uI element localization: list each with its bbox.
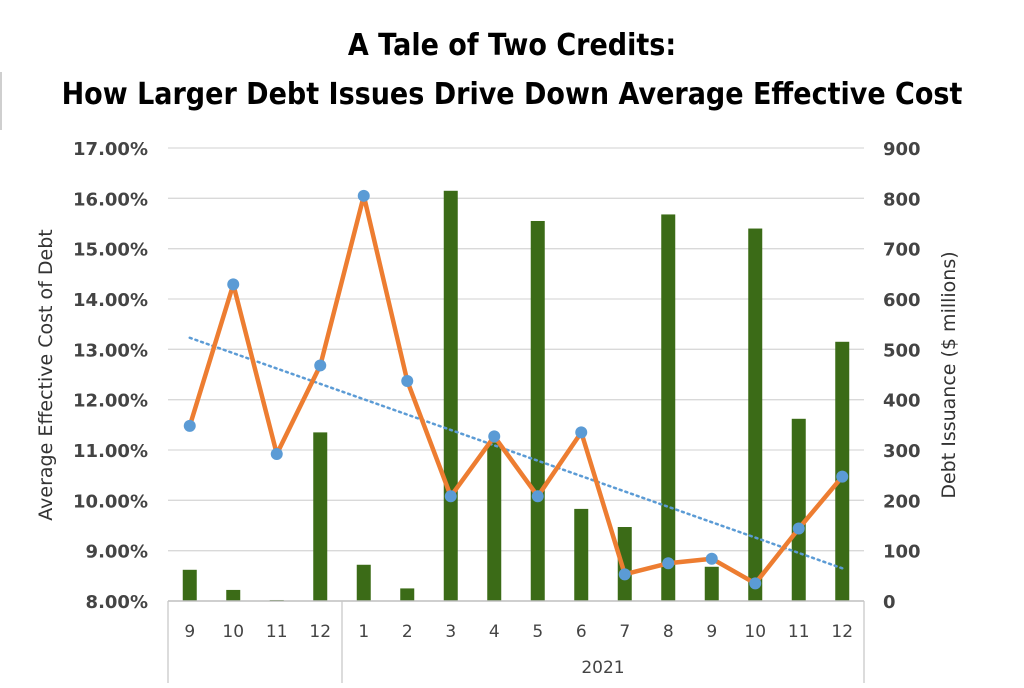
x-tick-label: 9 bbox=[184, 622, 195, 642]
bar bbox=[487, 442, 502, 601]
tick-labels: 8.00% 0 9.00% 100 10.00% 200 11.00% 300 12.00% 40… bbox=[73, 139, 921, 678]
x-tick-label: 11 bbox=[266, 622, 288, 642]
x-tick-label: 7 bbox=[619, 622, 630, 642]
y-right-tick-label: 600 bbox=[883, 290, 921, 311]
page-edge-line bbox=[0, 72, 2, 130]
y-left-tick-label: 14.00% bbox=[73, 290, 148, 311]
line-point bbox=[792, 522, 805, 535]
x-tick-label: 6 bbox=[576, 622, 587, 642]
line-point bbox=[531, 490, 544, 503]
line-point bbox=[836, 470, 849, 483]
y-right-tick-label: 900 bbox=[883, 139, 921, 160]
chart-title-line-2: How Larger Debt Issues Drive Down Averag… bbox=[61, 77, 963, 112]
line-point bbox=[575, 426, 588, 439]
bar bbox=[182, 569, 197, 601]
line-point bbox=[357, 189, 370, 202]
line-point bbox=[618, 568, 631, 581]
y-left-tick-label: 10.00% bbox=[73, 491, 148, 512]
line-point bbox=[749, 577, 762, 590]
y-right-tick-label: 500 bbox=[883, 340, 921, 361]
y-left-tick-label: 11.00% bbox=[73, 441, 148, 462]
x-tick-label: 10 bbox=[744, 622, 766, 642]
bar bbox=[226, 589, 241, 601]
x-tick-label: 11 bbox=[788, 622, 810, 642]
y-right-tick-label: 800 bbox=[883, 189, 921, 210]
trendline bbox=[188, 336, 844, 570]
bar bbox=[748, 228, 763, 602]
bar bbox=[661, 214, 676, 601]
x-tick-label: 4 bbox=[489, 622, 500, 642]
x-tick-label: 3 bbox=[445, 622, 456, 642]
line-path bbox=[187, 193, 845, 586]
y-right-tick-label: 100 bbox=[883, 542, 921, 563]
chart-title-line-1: A Tale of Two Credits: bbox=[347, 28, 677, 63]
x-tick-label: 12 bbox=[831, 622, 853, 642]
line-point bbox=[401, 375, 414, 388]
x-tick-label: 2 bbox=[402, 622, 413, 642]
y-left-tick-label: 17.00% bbox=[73, 139, 148, 160]
bar bbox=[530, 220, 545, 601]
bar bbox=[356, 564, 371, 601]
y-right-tick-label: 200 bbox=[883, 491, 921, 512]
x-tick-label: 8 bbox=[663, 622, 674, 642]
bar bbox=[443, 190, 458, 602]
y-left-tick-label: 12.00% bbox=[73, 391, 148, 412]
x-tick-label: 9 bbox=[706, 622, 717, 642]
line-point bbox=[705, 552, 718, 565]
y-axis-right-title: Debt Issuance ($ millions) bbox=[938, 251, 960, 498]
x-group-label: 2021 bbox=[581, 658, 624, 678]
y-left-tick-label: 16.00% bbox=[73, 189, 148, 210]
x-tick-label: 5 bbox=[532, 622, 543, 642]
bar bbox=[313, 432, 328, 601]
bar bbox=[791, 418, 806, 601]
x-tick-label: 12 bbox=[309, 622, 331, 642]
line-point bbox=[227, 278, 240, 291]
y-right-tick-label: 0 bbox=[883, 592, 896, 613]
y-left-tick-label: 13.00% bbox=[73, 340, 148, 361]
bar bbox=[574, 508, 589, 601]
line-point bbox=[183, 419, 196, 432]
y-right-tick-label: 300 bbox=[883, 441, 921, 462]
y-right-tick-label: 700 bbox=[883, 240, 921, 261]
x-tick-label: 1 bbox=[358, 622, 369, 642]
line-point bbox=[444, 490, 457, 503]
y-right-tick-label: 400 bbox=[883, 391, 921, 412]
line-series bbox=[183, 189, 849, 590]
gridlines bbox=[168, 147, 864, 552]
trendline-path bbox=[188, 336, 844, 570]
bar-series bbox=[182, 190, 850, 602]
y-left-tick-label: 15.00% bbox=[73, 240, 148, 261]
line-point bbox=[314, 359, 327, 372]
line-point bbox=[662, 557, 675, 570]
bar bbox=[617, 527, 632, 601]
bar bbox=[704, 566, 719, 601]
line-point bbox=[488, 430, 501, 443]
bar bbox=[400, 588, 415, 601]
y-axis-left-title: Average Effective Cost of Debt bbox=[35, 229, 57, 520]
y-left-tick-label: 9.00% bbox=[86, 542, 148, 563]
axes bbox=[167, 600, 865, 683]
line-point bbox=[270, 448, 283, 461]
y-left-tick-label: 8.00% bbox=[86, 592, 148, 613]
x-tick-label: 10 bbox=[222, 622, 244, 642]
